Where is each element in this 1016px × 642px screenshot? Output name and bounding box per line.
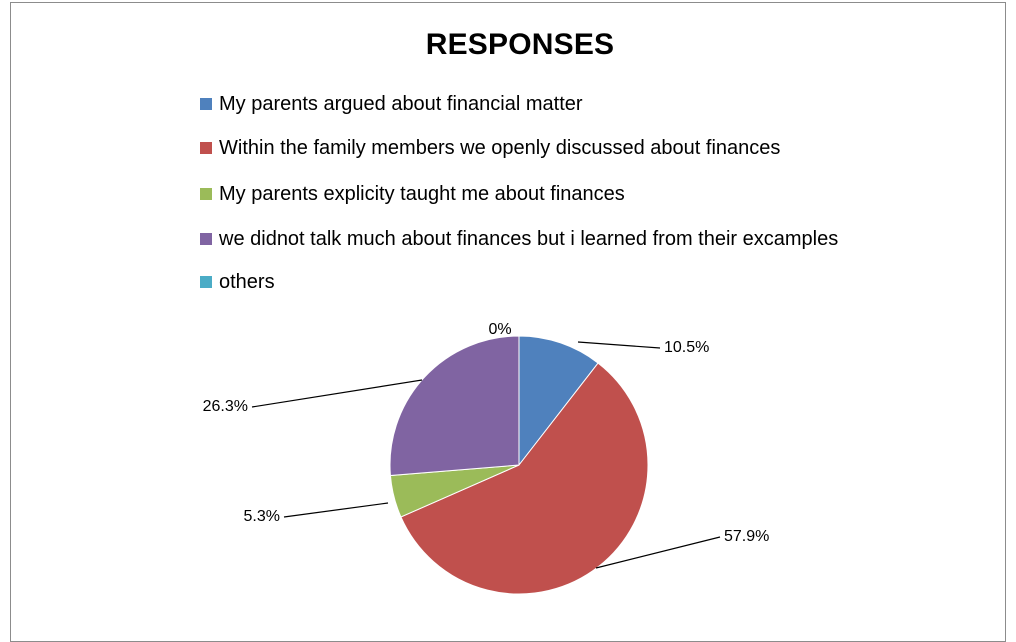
pie-slice-1: [400, 362, 649, 595]
legend-item-explicitly-taught: My parents explicity taught me about fin…: [200, 182, 625, 206]
legend-label-openly-discussed: Within the family members we openly disc…: [219, 136, 781, 159]
data-label-0: 10.5%: [664, 339, 709, 356]
legend-label-learned-from-examples: we didnot talk much about finances but i…: [219, 227, 839, 250]
leader-line-1: [595, 536, 721, 569]
pie-slice-3: [389, 335, 520, 477]
data-label-4: 0%: [488, 321, 511, 338]
chart-title: RESPONSES: [425, 28, 615, 61]
legend-label-explicitly-taught: My parents explicity taught me about fin…: [219, 182, 625, 205]
data-label-3: 26.3%: [203, 398, 248, 415]
legend-item-learned-from-examples: we didnot talk much about finances but i…: [200, 227, 838, 251]
legend-label-others: others: [219, 270, 275, 293]
legend-swatch-openly-discussed: [200, 142, 212, 154]
legend-swatch-explicitly-taught: [200, 188, 212, 200]
data-label-2: 5.3%: [244, 508, 280, 525]
legend-item-openly-discussed: Within the family members we openly disc…: [200, 136, 780, 160]
legend-label-argued: My parents argued about financial matter: [219, 92, 583, 115]
legend-swatch-others: [200, 276, 212, 288]
leader-line-3: [251, 379, 423, 408]
legend-swatch-learned-from-examples: [200, 233, 212, 245]
legend-item-others: others: [200, 270, 275, 294]
data-label-1: 57.9%: [724, 528, 769, 545]
pie-slice-0: [518, 335, 599, 467]
leader-line-0: [577, 341, 661, 349]
legend-swatch-argued: [200, 98, 212, 110]
leader-line-2: [283, 502, 389, 518]
legend-item-argued: My parents argued about financial matter: [200, 92, 583, 116]
